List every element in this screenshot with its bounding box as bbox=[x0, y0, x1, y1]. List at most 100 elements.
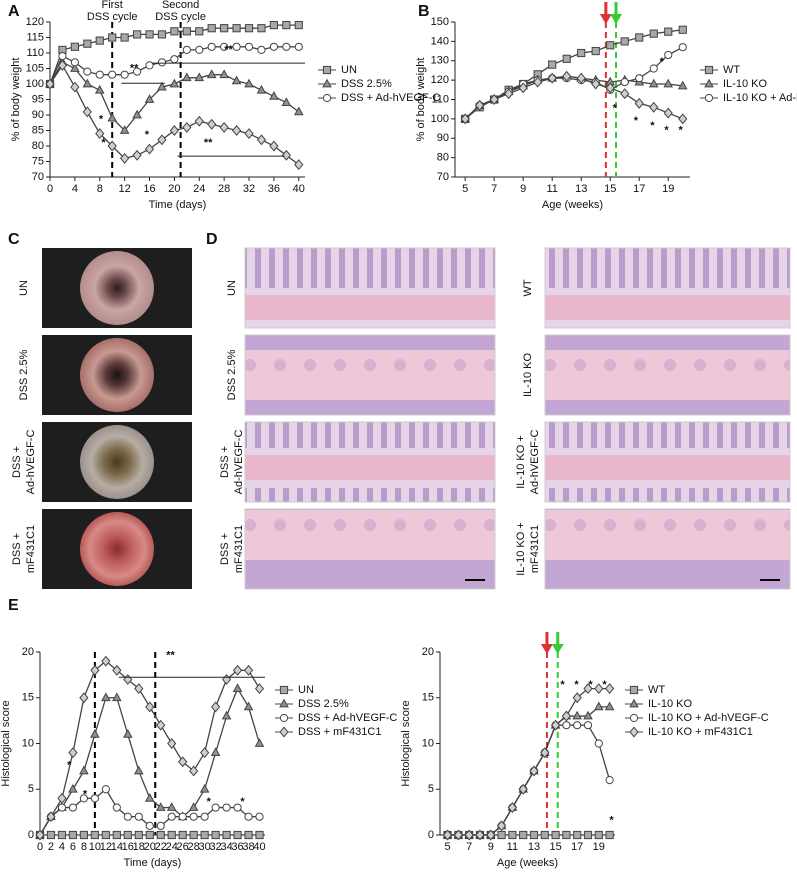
marker bbox=[112, 692, 122, 702]
x-axis-label: Time (days) bbox=[149, 199, 207, 211]
marker bbox=[497, 830, 506, 840]
y-tick-label: 90 bbox=[32, 109, 44, 121]
endoscopy-view bbox=[80, 251, 154, 325]
marker bbox=[79, 692, 89, 704]
marker bbox=[572, 710, 582, 720]
y-tick-label: 140 bbox=[431, 35, 449, 47]
significance: * bbox=[678, 124, 683, 136]
marker bbox=[232, 664, 243, 676]
y-tick-label: 120 bbox=[26, 16, 44, 28]
marker bbox=[256, 84, 267, 94]
x-tick-label: 7 bbox=[491, 183, 497, 195]
marker bbox=[243, 701, 254, 711]
marker bbox=[294, 21, 303, 30]
y-tick-label: 5 bbox=[428, 783, 434, 795]
marker bbox=[594, 830, 603, 840]
significance: ** bbox=[224, 44, 233, 56]
x-axis-label: Time (days) bbox=[124, 857, 182, 869]
marker bbox=[199, 783, 210, 793]
image-label: DSS 2.5% bbox=[18, 349, 30, 400]
marker bbox=[83, 67, 92, 76]
marker bbox=[547, 72, 557, 84]
legend-label: IL-10 KO + Ad-hVEGF-C bbox=[723, 92, 797, 104]
legend-label: WT bbox=[648, 684, 665, 696]
marker bbox=[561, 710, 572, 722]
marker bbox=[200, 830, 209, 840]
marker bbox=[322, 93, 332, 103]
x-tick-label: 30 bbox=[199, 841, 211, 853]
marker bbox=[68, 747, 78, 759]
significance: * bbox=[67, 759, 72, 771]
marker bbox=[170, 55, 179, 64]
marker bbox=[46, 811, 56, 823]
x-tick-label: 28 bbox=[218, 183, 230, 195]
marker bbox=[648, 78, 659, 88]
marker bbox=[704, 65, 714, 75]
legend-label: IL-10 KO bbox=[723, 78, 767, 90]
histology-image bbox=[244, 421, 496, 503]
marker bbox=[132, 149, 142, 161]
marker bbox=[188, 802, 199, 811]
y-tick-label: 110 bbox=[26, 47, 44, 59]
marker bbox=[156, 719, 166, 731]
marker bbox=[157, 30, 167, 39]
legend-label: DSS 2.5% bbox=[341, 78, 392, 90]
endoscopy-view bbox=[80, 338, 154, 412]
marker bbox=[167, 812, 176, 821]
histology-image bbox=[544, 508, 791, 590]
marker bbox=[194, 72, 205, 82]
marker bbox=[269, 140, 279, 152]
marker bbox=[269, 21, 279, 30]
marker bbox=[211, 803, 220, 812]
marker bbox=[594, 739, 603, 748]
significance: * bbox=[602, 679, 607, 691]
y-tick-label: 80 bbox=[32, 140, 44, 152]
y-tick-label: 15 bbox=[422, 692, 434, 704]
significance: * bbox=[664, 124, 669, 136]
marker bbox=[58, 52, 67, 61]
marker bbox=[293, 106, 304, 116]
x-tick-label: 15 bbox=[604, 183, 616, 195]
marker bbox=[244, 42, 254, 51]
legend-label: WT bbox=[723, 64, 740, 76]
marker bbox=[134, 683, 144, 695]
marker bbox=[145, 30, 154, 39]
marker bbox=[529, 765, 539, 777]
marker bbox=[157, 134, 167, 146]
marker bbox=[222, 803, 231, 812]
marker bbox=[583, 710, 593, 720]
histology-image bbox=[244, 247, 496, 329]
series-line bbox=[464, 29, 683, 120]
image-label: DSS + bbox=[219, 533, 231, 565]
marker bbox=[123, 830, 132, 840]
marker bbox=[604, 701, 615, 711]
marker bbox=[279, 685, 289, 695]
marker bbox=[144, 143, 155, 155]
marker bbox=[460, 113, 470, 125]
x-tick-label: 19 bbox=[662, 183, 674, 195]
marker bbox=[222, 830, 231, 840]
significance: * bbox=[207, 796, 212, 808]
y-tick-label: 15 bbox=[22, 692, 34, 704]
legend-label: IL-10 KO + mF431C1 bbox=[648, 726, 753, 738]
marker bbox=[157, 58, 167, 67]
marker bbox=[112, 830, 121, 840]
marker bbox=[620, 77, 629, 87]
marker bbox=[189, 830, 198, 840]
annotation: First bbox=[101, 0, 122, 11]
x-tick-label: 32 bbox=[243, 183, 255, 195]
histology-image bbox=[244, 508, 496, 590]
marker bbox=[244, 830, 253, 840]
x-tick-label: 24 bbox=[193, 183, 205, 195]
marker bbox=[182, 72, 192, 82]
x-tick-label: 8 bbox=[97, 183, 103, 195]
x-tick-label: 5 bbox=[462, 183, 468, 195]
marker bbox=[281, 97, 292, 106]
y-axis-label: Histological score bbox=[400, 700, 412, 786]
legend-label: DSS + Ad-hVEGF-C bbox=[341, 92, 440, 104]
y-tick-label: 20 bbox=[22, 646, 34, 658]
marker bbox=[629, 698, 639, 708]
marker bbox=[518, 82, 528, 94]
marker bbox=[189, 765, 199, 777]
marker bbox=[255, 812, 264, 821]
